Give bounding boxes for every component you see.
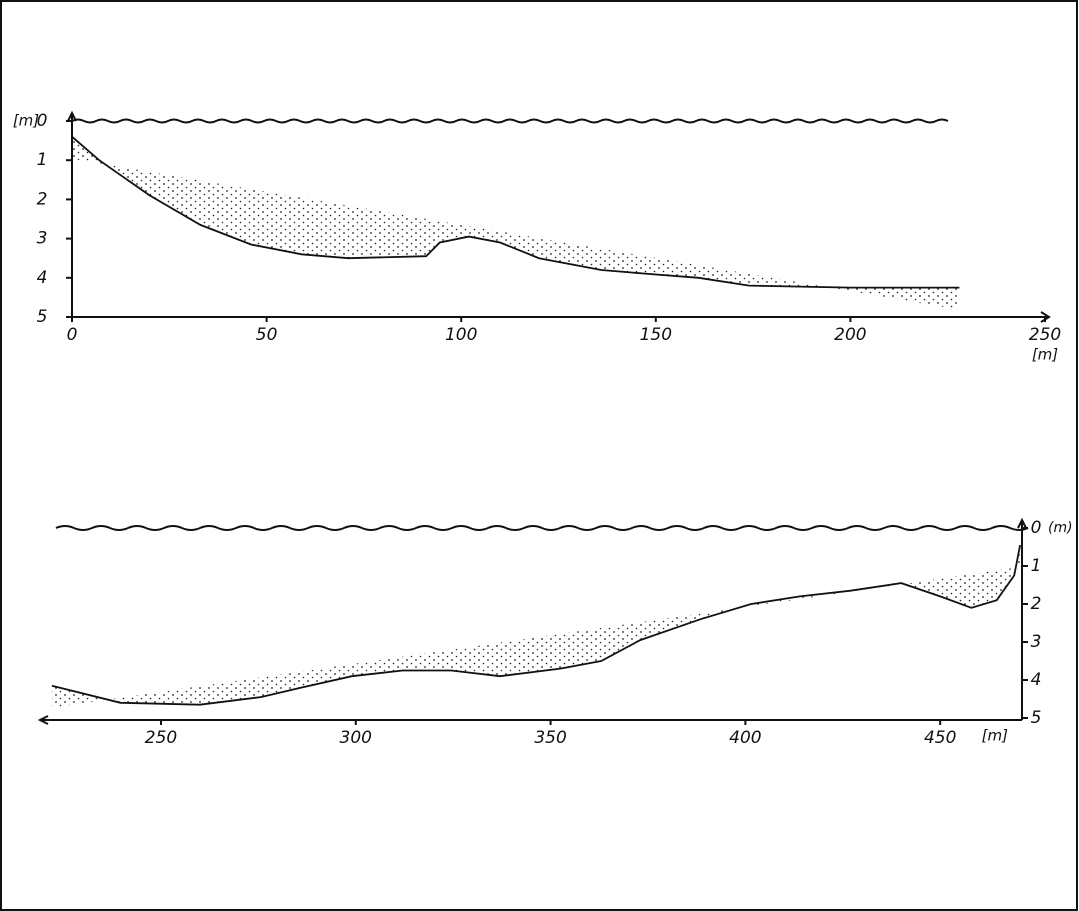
- arrow: [1040, 311, 1051, 323]
- x-tick-label: 100: [445, 325, 477, 345]
- x-tick-label: 50: [256, 325, 278, 345]
- y-tick-label: 5: [37, 307, 48, 327]
- x-tick-label: 450: [924, 728, 956, 748]
- y-tick-label: 1: [37, 150, 48, 170]
- y-axis-label: (m): [1048, 520, 1073, 536]
- x-tick-label: 250: [145, 728, 177, 748]
- y-tick-label: 5: [1031, 708, 1042, 728]
- water-surface: [71, 118, 949, 124]
- x-axis-label: [m]: [1032, 346, 1058, 364]
- y-tick-label: 0: [1031, 518, 1042, 538]
- x-axis-label: [m]: [982, 727, 1008, 745]
- x-tick-label: 200: [834, 325, 866, 345]
- profile-line: [71, 136, 960, 289]
- x-tick-label: 400: [729, 728, 761, 748]
- y-tick-label: 4: [37, 268, 48, 288]
- y-axis-label: [m]: [13, 112, 39, 130]
- x-tick-label: 0: [67, 325, 78, 345]
- profile-line: [51, 544, 1021, 706]
- sediment-area: [51, 545, 1021, 708]
- arrow: [67, 110, 77, 122]
- y-tick-label: 4: [1031, 670, 1042, 690]
- y-tick-label: 2: [37, 189, 48, 209]
- y-tick-label: 3: [37, 229, 48, 249]
- y-tick-label: 3: [1031, 632, 1042, 652]
- x-tick-label: 350: [534, 728, 566, 748]
- arrow: [37, 715, 49, 725]
- x-tick-label: 300: [340, 728, 372, 748]
- y-tick-label: 2: [1031, 594, 1042, 614]
- sediment-area: [72, 136, 960, 310]
- y-tick-label: 0: [37, 111, 48, 131]
- x-tick-label: 150: [640, 325, 672, 345]
- x-tick-label: 250: [1029, 325, 1061, 345]
- water-surface: [55, 525, 1029, 531]
- y-tick-label: 1: [1031, 556, 1042, 576]
- arrow: [1017, 517, 1027, 529]
